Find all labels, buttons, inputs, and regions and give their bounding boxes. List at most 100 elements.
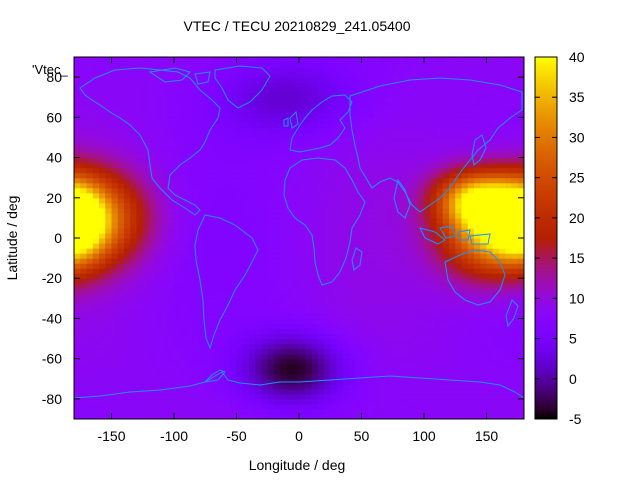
heatmap-cell [267,77,275,83]
heatmap-cell [192,177,200,184]
heatmap-cell [111,197,119,204]
heatmap-cell [486,122,494,128]
heatmap-cell [417,343,425,350]
heatmap-cell [192,288,200,294]
heatmap-cell [330,167,338,174]
heatmap-cell [230,268,238,274]
heatmap-cell [342,283,350,289]
heatmap-cell [430,137,438,144]
heatmap-cell [124,393,131,400]
heatmap-cell [74,358,81,365]
heatmap-cell [386,157,394,164]
heatmap-cell [336,147,344,154]
heatmap-cell [224,343,231,350]
heatmap-cell [242,132,250,139]
heatmap-cell [99,253,106,259]
heatmap-cell [317,378,325,385]
heatmap-cell [199,383,206,390]
heatmap-cell [274,202,281,209]
heatmap-cell [92,137,100,144]
heatmap-cell [367,182,375,189]
heatmap-cell [436,212,444,219]
heatmap-cell [436,157,444,164]
heatmap-cell [380,197,388,204]
heatmap-cell [192,303,200,309]
heatmap-cell [480,273,488,279]
heatmap-cell [292,212,300,219]
heatmap-cell [474,177,481,184]
heatmap-cell [99,177,106,184]
heatmap-cell [249,328,256,335]
heatmap-cell [399,217,406,224]
heatmap-cell [224,318,231,325]
heatmap-cell [136,298,144,304]
heatmap-cell [374,338,381,345]
heatmap-cell [217,288,225,294]
heatmap-cell [261,212,269,219]
heatmap-cell [261,328,269,335]
heatmap-cell [492,57,500,63]
heatmap-cell [355,353,363,360]
heatmap-cell [224,77,231,83]
heatmap-cell [342,107,350,113]
heatmap-cell [424,132,431,139]
heatmap-cell [405,147,413,154]
heatmap-cell [286,238,294,244]
heatmap-cell [349,338,356,345]
heatmap-cell [117,293,125,299]
heatmap-cell [442,107,450,113]
heatmap-cell [267,253,275,259]
heatmap-cell [230,117,238,123]
heatmap-cell [192,283,200,289]
heatmap-cell [211,388,219,395]
heatmap-cell [105,268,113,274]
heatmap-cell [255,278,263,284]
heatmap-cell [224,313,231,320]
heatmap-cell [130,192,138,199]
heatmap-cell [474,253,481,259]
heatmap-cell [205,122,213,128]
heatmap-cell [124,328,131,335]
heatmap-cell [136,127,144,134]
heatmap-cell [261,122,269,128]
heatmap-cell [155,393,163,400]
heatmap-cell [311,177,319,184]
heatmap-cell [186,408,194,415]
heatmap-cell [336,333,344,340]
heatmap-cell [430,122,438,128]
heatmap-cell [180,238,188,244]
heatmap-cell [92,202,100,209]
heatmap-cell [280,383,288,390]
heatmap-cell [236,147,244,154]
heatmap-cell [336,383,344,390]
heatmap-cell [267,62,275,68]
heatmap-cell [430,313,438,320]
heatmap-cell [236,127,244,134]
heatmap-cell [142,278,150,284]
heatmap-cell [474,303,481,309]
heatmap-cell [99,408,106,415]
heatmap-cell [211,343,219,350]
heatmap-cell [330,268,338,274]
heatmap-cell [442,333,450,340]
heatmap-cell [124,293,131,299]
heatmap-cell [149,97,156,103]
heatmap-cell [417,222,425,229]
heatmap-cell [136,82,144,88]
heatmap-cell [105,142,113,149]
heatmap-cell [480,77,488,83]
heatmap-cell [274,408,281,415]
heatmap-cell [480,253,488,259]
heatmap-cell [361,192,369,199]
heatmap-cell [192,227,200,234]
heatmap-cell [186,248,194,254]
heatmap-cell [74,338,81,345]
heatmap-cell [355,62,363,68]
heatmap-cell [99,268,106,274]
heatmap-cell [461,383,469,390]
heatmap-cell [461,288,469,294]
heatmap-cell [124,157,131,164]
heatmap-cell [130,202,138,209]
heatmap-cell [380,323,388,330]
heatmap-cell [324,253,331,259]
